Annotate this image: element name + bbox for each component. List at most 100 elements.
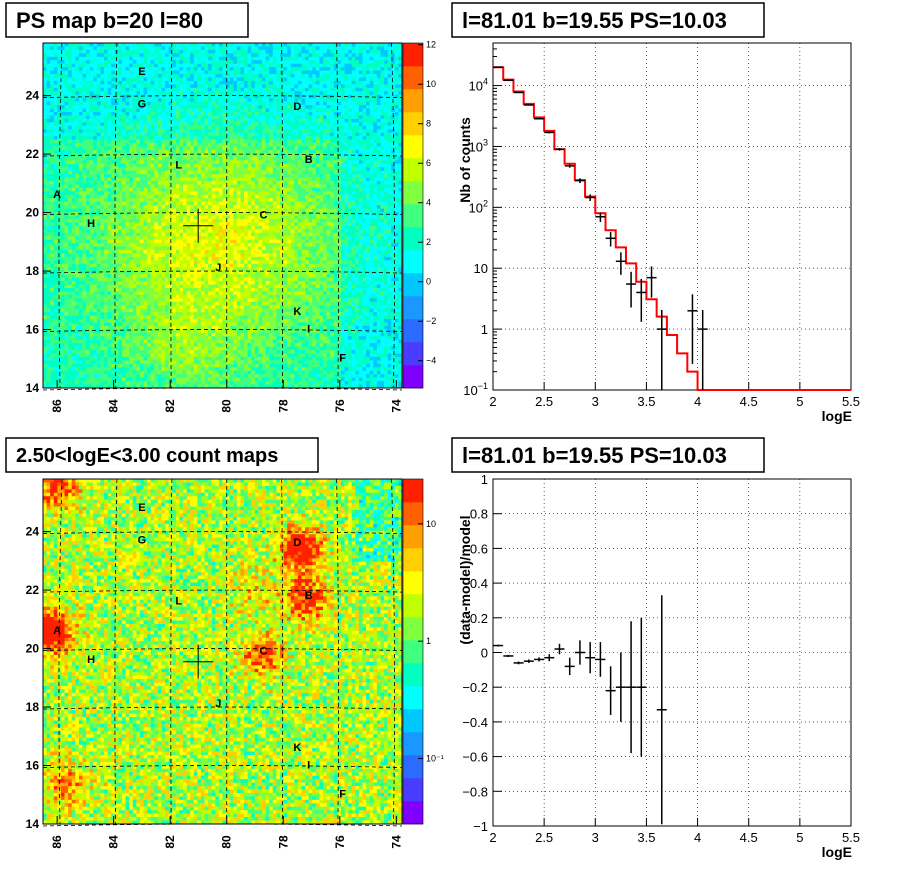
- residual-y-tick-label: 0.8: [470, 507, 488, 522]
- colorbar-tick-label: −4: [426, 356, 436, 366]
- residual-y-tick-label: 0.6: [470, 541, 488, 556]
- colorbar-frame: [402, 478, 424, 825]
- longitude-gridline: [391, 478, 395, 825]
- residual-y-tick-label: −0.6: [462, 750, 488, 765]
- colorbar-tick-label: 4: [426, 198, 431, 208]
- spectrum-y-tick-label: 1: [481, 322, 488, 337]
- longitude-gridline: [58, 42, 63, 389]
- latitude-gridline: [42, 212, 403, 215]
- colorbar-tick-label: 1: [426, 636, 431, 646]
- spectrum-x-tick-label: 3: [592, 394, 599, 409]
- colorbar-swatch: [403, 732, 423, 756]
- ps-map-title: PS map b=20 l=80: [16, 8, 203, 33]
- spectrum-y-tick-label: 103: [469, 137, 488, 154]
- residual-y-tick-label: −0.8: [462, 784, 488, 799]
- colorbar-swatch: [403, 365, 423, 389]
- residual-x-tick-label: 2.5: [535, 830, 553, 845]
- residual-plot: 1 0.8 0.6 0.4 0.2 0 −0.2 −0.4 −0.6 −0.8 −12 2.5 3 3.5…: [462, 472, 860, 845]
- spectrum-plot: 2 2.5 3 3.5 4 4.5 5 5.5 10 1 104 103 102 10−1: [463, 42, 860, 409]
- source-label-d: D: [293, 101, 301, 113]
- colorbar-swatch: [403, 801, 423, 825]
- longitude-gridline: [336, 42, 340, 389]
- source-label-e: E: [138, 66, 145, 78]
- spectrum-y-tick-label: 10: [474, 261, 488, 276]
- colorbar-swatch: [403, 640, 423, 664]
- x-tick-label: 76: [333, 399, 347, 413]
- longitude-gridline: [170, 42, 173, 389]
- y-tick-label: 14: [26, 817, 40, 831]
- ps-map-overlay: E G D L B A C H J KI F 86 84 82 80 78 76 74 14 16 18 20 22 24: [26, 42, 403, 413]
- source-label-a: A: [53, 625, 61, 637]
- x-tick-label: 74: [389, 399, 403, 413]
- colorbar-swatch: [403, 755, 423, 779]
- map-frame: [42, 42, 403, 389]
- colorbar-swatch: [403, 158, 423, 182]
- latitude-gridline: [42, 329, 403, 332]
- count-map-colorbar: 10 1 10⁻¹: [402, 478, 444, 825]
- latitude-gridline: [42, 765, 403, 768]
- source-label-k: K: [293, 742, 301, 754]
- y-tick-label: 18: [26, 264, 40, 278]
- x-tick-label: 86: [50, 399, 64, 413]
- x-tick-label: 78: [276, 835, 290, 849]
- spectrum-x-tick-label: 2: [489, 394, 496, 409]
- residual-y-tick-label: 0.4: [470, 576, 488, 591]
- x-tick-label: 80: [220, 399, 234, 413]
- latitude-gridline: [42, 589, 403, 593]
- residual-xlabel: logE: [822, 844, 852, 860]
- colorbar-swatch: [403, 709, 423, 733]
- spectrum-frame: [492, 42, 852, 391]
- spectrum-x-tick-label: 4: [694, 394, 701, 409]
- colorbar-tick-label: 12: [426, 40, 436, 50]
- residual-x-tick-label: 4.5: [740, 830, 758, 845]
- source-label-a: A: [53, 189, 61, 201]
- x-tick-label: 84: [107, 835, 121, 849]
- source-label-j: J: [215, 698, 221, 710]
- source-label-c: C: [260, 209, 268, 221]
- colorbar-tick-label: 10: [426, 79, 436, 89]
- latitude-gridline: [42, 531, 403, 535]
- colorbar-swatch: [403, 342, 423, 366]
- source-label-d: D: [293, 537, 301, 549]
- longitude-gridline: [336, 478, 340, 825]
- source-label-f: F: [339, 789, 346, 801]
- ps-map-heatmap: [42, 42, 403, 389]
- longitude-gridline: [114, 478, 118, 825]
- spectrum-ylabel: Nb of counts: [457, 117, 473, 203]
- source-label-b: B: [305, 590, 313, 602]
- model-histogram: [493, 66, 851, 391]
- spectrum-x-tick-label: 3.5: [637, 394, 655, 409]
- latitude-gridline: [42, 153, 403, 157]
- spectrum-title: l=81.01 b=19.55 PS=10.03: [462, 8, 727, 33]
- colorbar-swatch: [403, 89, 423, 113]
- source-label-g: G: [138, 534, 147, 546]
- residual-y-tick-label: 0: [481, 646, 488, 661]
- y-tick-label: 16: [26, 323, 40, 337]
- residual-x-tick-label: 3: [592, 830, 599, 845]
- spectrum-xlabel: logE: [822, 408, 852, 424]
- residual-y-tick-label: −0.4: [462, 715, 488, 730]
- y-tick-label: 20: [26, 206, 40, 220]
- residual-x-tick-label: 5.5: [842, 830, 860, 845]
- spectrum-y-tick-label: 104: [469, 77, 488, 94]
- colorbar-swatch: [403, 548, 423, 572]
- source-label-c: C: [260, 645, 268, 657]
- latitude-gridline: [42, 706, 403, 710]
- y-tick-label: 22: [26, 583, 40, 597]
- colorbar-tick-label: 8: [426, 119, 431, 129]
- y-tick-label: 14: [26, 381, 40, 395]
- latitude-gridline: [42, 95, 403, 99]
- latitude-gridline: [42, 648, 403, 651]
- colorbar-swatch: [403, 112, 423, 136]
- latitude-gridline: [42, 270, 403, 274]
- colorbar-swatch: [403, 571, 423, 595]
- colorbar-swatch: [403, 296, 423, 320]
- x-tick-label: 78: [276, 399, 290, 413]
- residual-x-tick-label: 4: [694, 830, 701, 845]
- source-label-l: L: [175, 596, 182, 608]
- source-label-i: I: [307, 323, 310, 335]
- spectrum-x-tick-label: 5: [796, 394, 803, 409]
- residual-x-tick-label: 5: [796, 830, 803, 845]
- longitude-gridline: [58, 478, 63, 825]
